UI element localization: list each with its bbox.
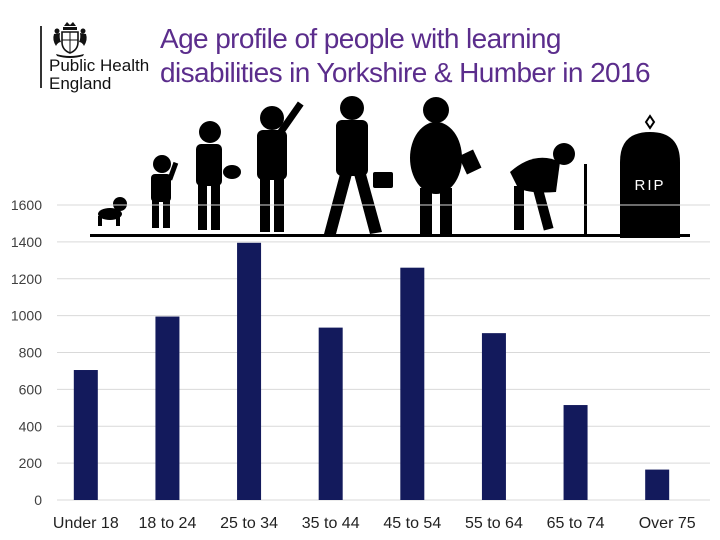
x-tick-label: 18 to 24	[139, 515, 197, 532]
x-tick-label: 35 to 44	[302, 515, 360, 532]
x-tick-label: 55 to 64	[465, 515, 523, 532]
y-axis-ticks: 0 200 400 600 800 1000 1200 1400 1600	[11, 197, 42, 508]
y-tick-label: 200	[19, 455, 43, 471]
y-tick-label: 0	[34, 492, 42, 508]
middle-age-silhouette	[410, 97, 482, 234]
gridlines	[57, 204, 710, 501]
child-silhouette	[151, 155, 179, 228]
bar-under-18	[73, 370, 98, 500]
x-axis-ticks: Under 18 18 to 24 25 to 34 35 to 44 45 to 54…	[53, 515, 696, 532]
chart-title: Age profile of people with learning disa…	[160, 22, 720, 90]
elderly-silhouette	[510, 143, 587, 234]
y-tick-label: 800	[19, 345, 43, 361]
y-tick-label: 1200	[11, 271, 42, 287]
tombstone-text: RIP	[634, 177, 665, 194]
chart-title-line-1: Age profile of people with learning	[160, 23, 561, 54]
bars	[73, 242, 670, 500]
baby-silhouette	[98, 197, 127, 226]
y-tick-label: 1600	[11, 197, 42, 213]
x-tick-label: 45 to 54	[383, 515, 441, 532]
teen-silhouette	[196, 121, 241, 230]
adult-briefcase-silhouette	[324, 96, 393, 234]
x-tick-label: 25 to 34	[220, 515, 278, 532]
bar-55-to-64	[481, 333, 506, 500]
ground-line	[90, 234, 690, 237]
x-tick-label: Over 75	[639, 515, 696, 532]
chart-title-line-2: disabilities in Yorkshire & Humber in 20…	[160, 57, 651, 88]
y-tick-label: 400	[19, 418, 43, 434]
logo-line-1: Public Health	[49, 56, 150, 75]
x-tick-label: 65 to 74	[547, 515, 605, 532]
bar-35-to-44	[318, 327, 343, 500]
bar-25-to-34	[237, 242, 262, 500]
x-tick-label: Under 18	[53, 515, 119, 532]
bar-45-to-54	[400, 267, 425, 500]
bar-18-to-24	[155, 316, 180, 500]
y-tick-label: 1400	[11, 234, 42, 250]
tombstone-icon: RIP	[620, 114, 680, 238]
bar-65-to-74	[563, 405, 588, 500]
logo-line-2: England	[49, 74, 112, 93]
logo-divider	[40, 26, 42, 88]
y-tick-label: 600	[19, 381, 43, 397]
royal-crest-icon	[53, 22, 87, 58]
y-tick-label: 1000	[11, 308, 42, 324]
life-stages-silhouette-icon: RIP	[90, 96, 690, 238]
phe-logo: Public Health England	[40, 20, 160, 95]
bar-over-75	[645, 469, 670, 500]
